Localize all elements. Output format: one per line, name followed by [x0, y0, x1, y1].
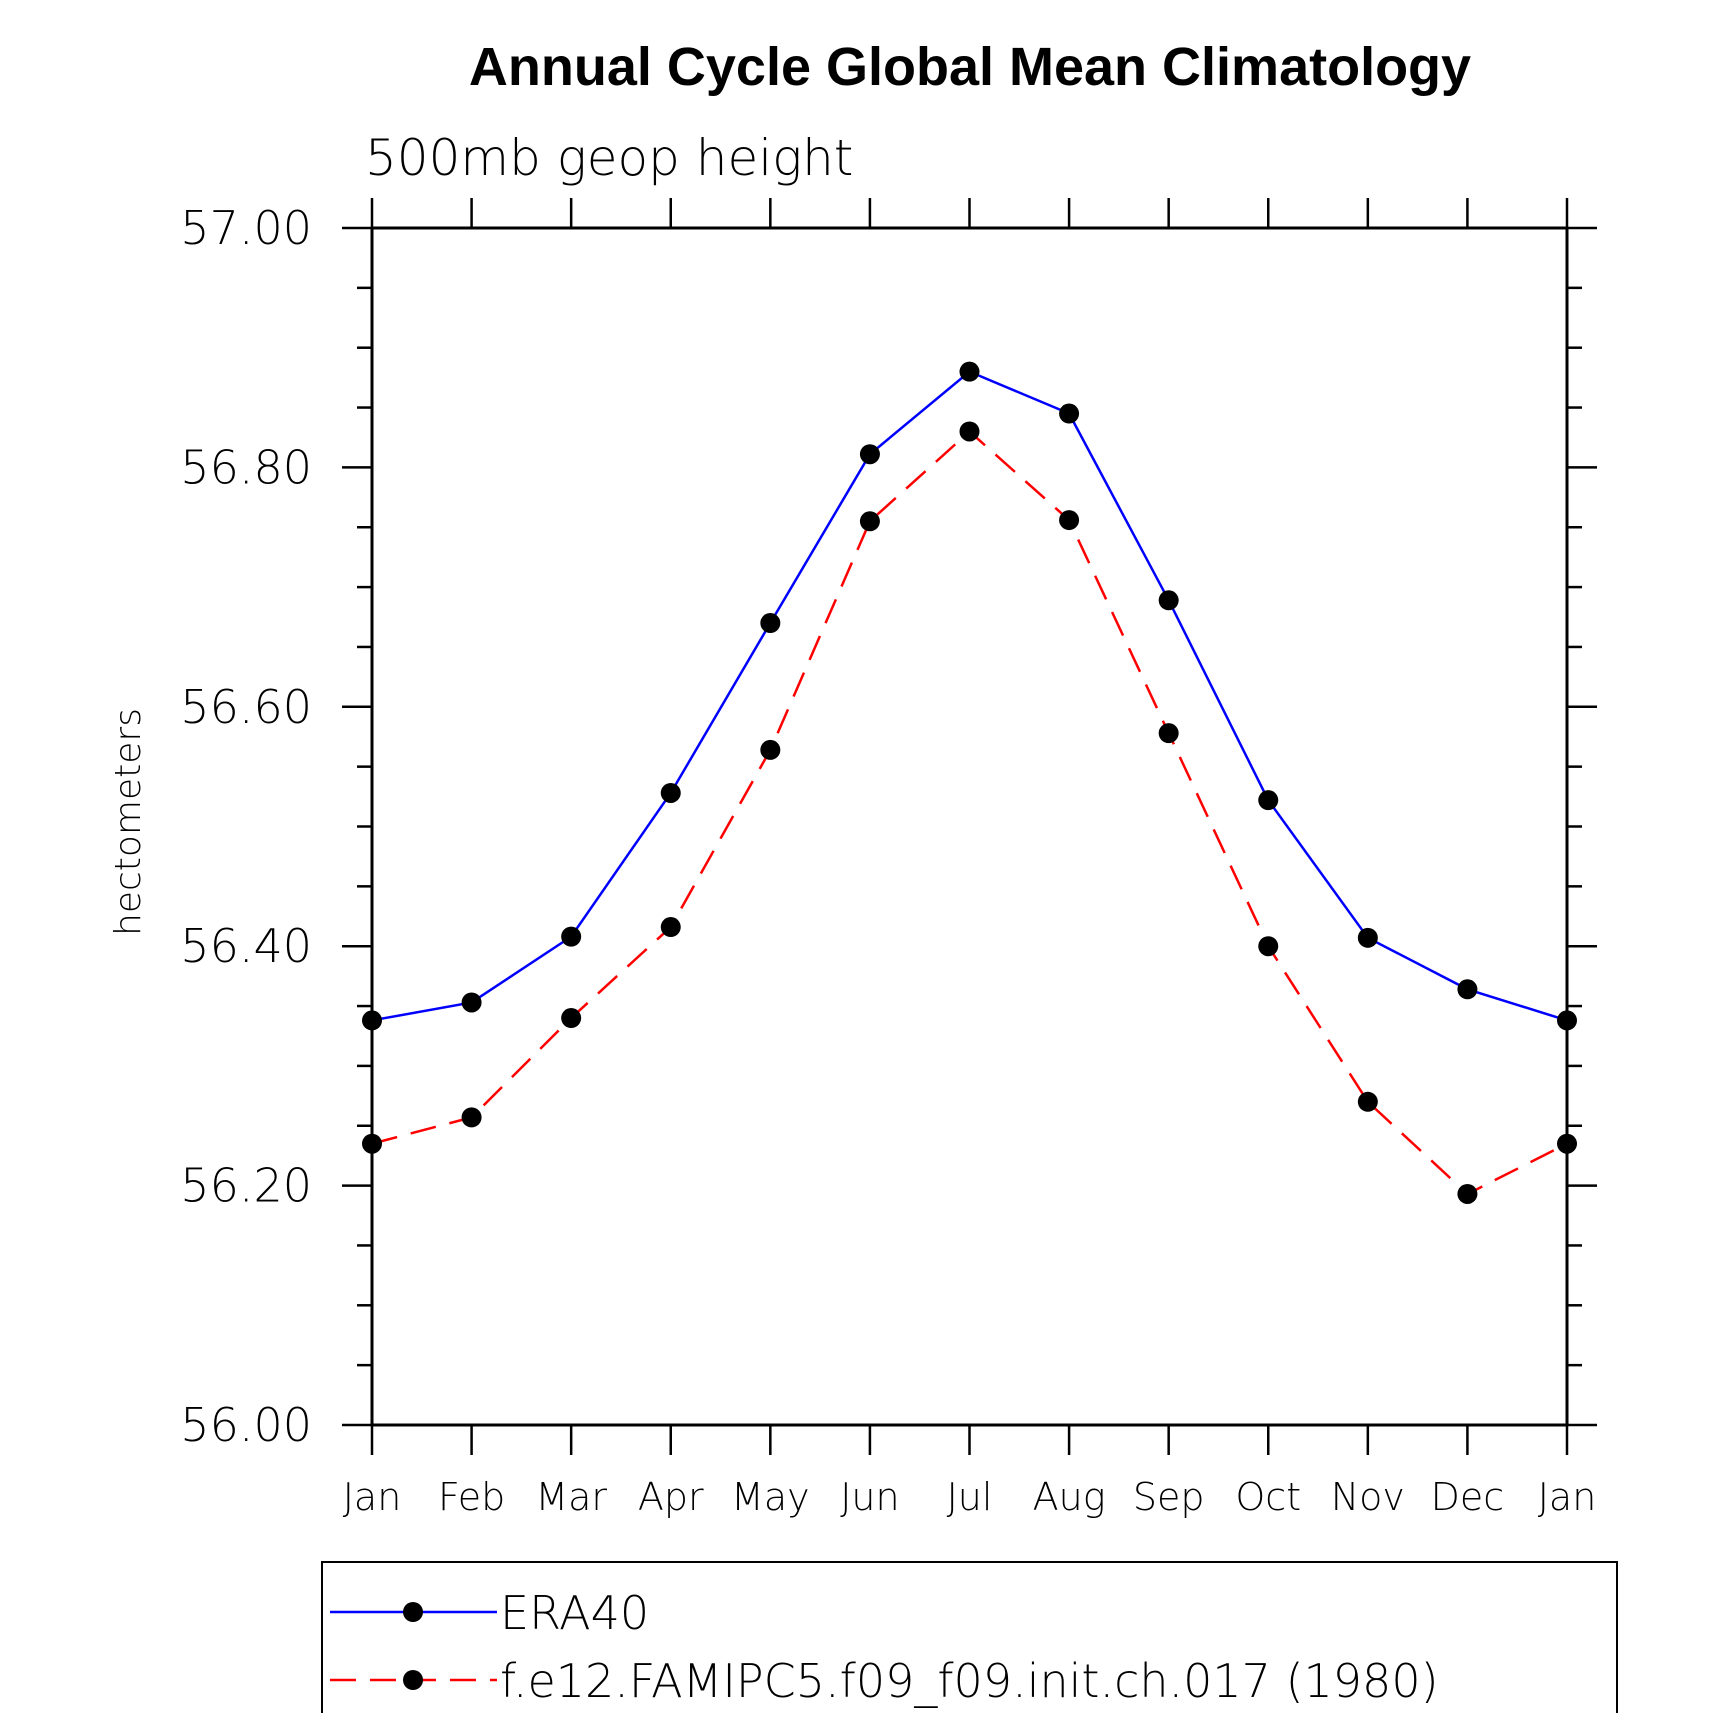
- data-point: [362, 1133, 382, 1154]
- data-point: [1457, 1183, 1478, 1204]
- data-point: [1357, 1091, 1378, 1112]
- data-point: [461, 992, 482, 1013]
- legend-label: f.e12.FAMIPC5.f09_f09.init.ch.017 (1980): [500, 1654, 1439, 1708]
- series-layer: [362, 361, 1577, 1204]
- x-tick-label: Apr: [638, 1475, 704, 1519]
- legend-box: [321, 1561, 1618, 1713]
- data-point: [959, 421, 980, 442]
- x-tick-label: Jul: [947, 1475, 993, 1519]
- legend: ERA40 f.e12.FAMIPC5.f09_f09.init.ch.017 (…: [321, 1561, 1618, 1713]
- data-point: [1258, 936, 1279, 957]
- data-point: [760, 613, 781, 634]
- data-point: [362, 1010, 382, 1031]
- series-line-0: [371, 370, 1568, 1022]
- series-line-1: [371, 429, 1568, 1196]
- data-point: [959, 361, 980, 382]
- y-tick-label: 56.80: [180, 440, 312, 494]
- plot-frame: [370, 226, 1569, 1427]
- y-tick-label: 56.40: [180, 919, 312, 973]
- data-point: [1158, 723, 1179, 744]
- data-point: [1059, 510, 1080, 531]
- data-point: [1158, 590, 1179, 611]
- data-point: [561, 926, 582, 947]
- x-tick-label: Dec: [1431, 1475, 1505, 1519]
- data-point: [859, 444, 880, 465]
- data-point: [1059, 403, 1080, 424]
- x-tick-label: Aug: [1033, 1475, 1106, 1519]
- x-tick-label: Jan: [343, 1475, 402, 1519]
- y-tick-label: 57.00: [180, 201, 312, 255]
- data-point: [1557, 1133, 1577, 1154]
- chart-subtitle: 500mb geop height: [365, 129, 853, 187]
- legend-label: ERA40: [500, 1586, 649, 1640]
- legend-marker: [403, 1602, 423, 1622]
- x-tick-label: Jan: [1538, 1475, 1597, 1519]
- y-tick-label: 56.60: [180, 680, 312, 734]
- x-tick-label: May: [731, 1475, 810, 1519]
- x-tick-label: Mar: [535, 1475, 607, 1519]
- y-tick-label: 56.20: [180, 1159, 312, 1213]
- legend-marker: [403, 1670, 423, 1690]
- axes-layer: 56.00 56.20 56.40 56.60 56.80 57.00 Jan Feb Mar A…: [180, 198, 1597, 1519]
- chart-title: Annual Cycle Global Mean Climatology: [469, 37, 1471, 97]
- x-tick-label: Oct: [1235, 1475, 1301, 1519]
- data-point: [660, 782, 681, 803]
- legend-items: ERA40 f.e12.FAMIPC5.f09_f09.init.ch.017 (…: [330, 1586, 1439, 1708]
- x-tick-label: Nov: [1331, 1475, 1405, 1519]
- y-axis-label: hectometers: [108, 708, 149, 936]
- data-point: [1557, 1010, 1577, 1031]
- data-point: [461, 1107, 482, 1128]
- y-tick-label: 56.00: [180, 1398, 312, 1452]
- x-tick-label: Sep: [1133, 1475, 1205, 1519]
- data-point: [1357, 927, 1378, 948]
- data-point: [660, 917, 681, 938]
- x-tick-label: Feb: [438, 1475, 505, 1519]
- data-point: [859, 511, 880, 532]
- data-point: [1457, 979, 1478, 1000]
- data-point: [1258, 790, 1279, 811]
- x-tick-label: Jun: [840, 1475, 899, 1519]
- data-point: [561, 1008, 582, 1029]
- data-point: [760, 739, 781, 760]
